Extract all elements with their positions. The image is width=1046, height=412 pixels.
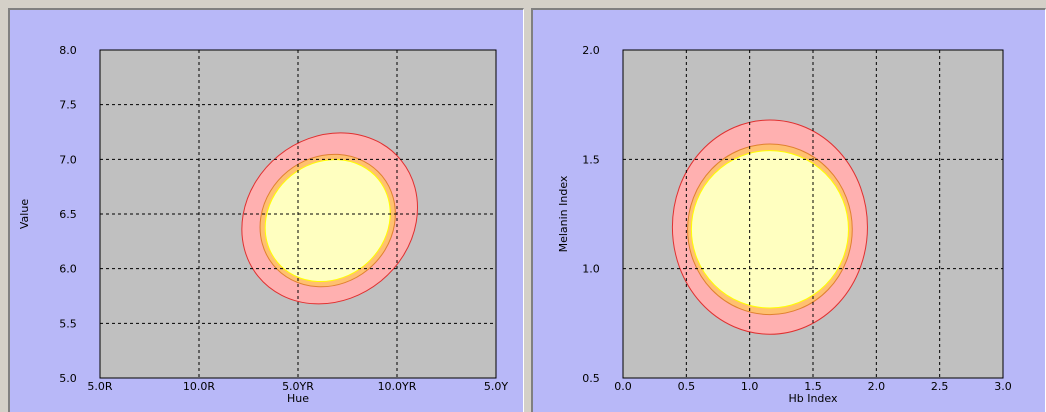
hb-melanin-chart: 0.5 1.0 1.5 2.0 0.0 0.5 1.0 1.5 2.0 2.5 3.0 Hb Inde… (557, 44, 1012, 405)
hue-value-chart: 5.0 5.5 6.0 6.5 7.0 7.5 8.0 5.0R 10.0R 5.0YR 10.0Y… (18, 44, 508, 405)
x-tick-label: 2.5 (931, 380, 949, 393)
x-axis-label: Hue (287, 392, 309, 405)
x-axis-label: Hb Index (788, 392, 838, 405)
contour-ring-inner (690, 150, 849, 309)
x-tick-label: 2.0 (868, 380, 886, 393)
y-tick-label: 5.0 (59, 372, 77, 385)
y-tick-label: 6.0 (59, 263, 77, 276)
plot-frame (622, 49, 1004, 379)
y-tick-label: 2.0 (582, 44, 600, 57)
plot-frame (99, 49, 497, 379)
y-tick-label: 5.5 (59, 317, 77, 330)
x-tick-label: 5.0YR (282, 380, 314, 393)
x-tick-label: 1.0 (741, 380, 759, 393)
x-tick-label: 10.0R (183, 380, 215, 393)
y-axis-label: Value (18, 199, 31, 229)
y-tick-label: 0.5 (582, 372, 600, 385)
hue-value-chart-panel: 5.0 5.5 6.0 6.5 7.0 7.5 8.0 5.0R 10.0R 5.0YR 10.0Y… (8, 8, 524, 412)
y-tick-label: 1.0 (582, 263, 600, 276)
y-tick-label: 6.5 (59, 208, 77, 221)
x-tick-label: 5.0Y (484, 380, 508, 393)
hb-melanin-chart-panel: 0.5 1.0 1.5 2.0 0.0 0.5 1.0 1.5 2.0 2.5 3.0 Hb Inde… (531, 8, 1046, 412)
y-axis-label: Melanin Index (557, 175, 570, 252)
x-tick-label: 0.5 (678, 380, 696, 393)
y-tick-label: 8.0 (59, 44, 77, 57)
y-tick-label: 7.5 (59, 99, 77, 112)
x-tick-label: 10.0YR (378, 380, 417, 393)
x-tick-label: 1.5 (804, 380, 822, 393)
y-tick-label: 1.5 (582, 153, 600, 166)
x-tick-label: 3.0 (994, 380, 1012, 393)
x-tick-label: 0.0 (614, 380, 632, 393)
y-tick-label: 7.0 (59, 153, 77, 166)
contour-ring-inner (264, 159, 391, 283)
x-tick-label: 5.0R (87, 380, 112, 393)
